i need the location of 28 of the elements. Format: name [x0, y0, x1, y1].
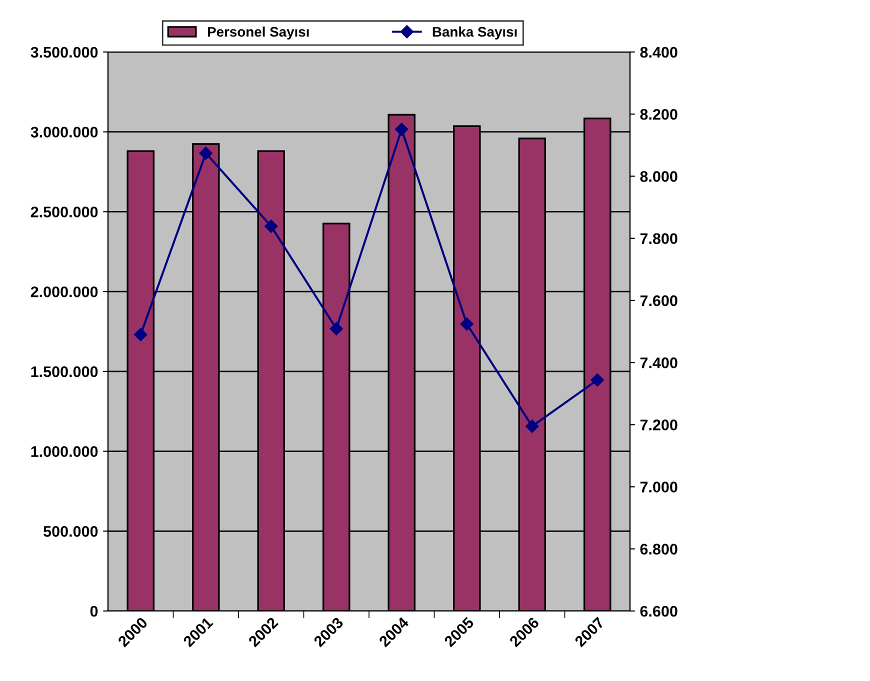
point: [395, 122, 408, 136]
y-tick-label: 2.000.000: [30, 286, 98, 298]
y-tick-label: 1.000.000: [31, 446, 98, 457]
y2-tick-label: 6.800: [640, 544, 678, 555]
y2-tick-label: 8.000: [640, 171, 678, 182]
y2-tick-label: 7.400: [640, 357, 678, 368]
y2-tick-label: 8.200: [640, 108, 678, 120]
point: [264, 220, 278, 233]
y-tick-label: 3.500.000: [30, 46, 98, 58]
y2-tick-label: 8.400: [640, 46, 678, 58]
y2-tick-label: 7.200: [640, 420, 678, 430]
legend-label: Personel Sayısı: [208, 26, 309, 40]
y2-tick-label: 7.600: [640, 295, 678, 306]
y2-tick-label: 7.800: [640, 233, 678, 244]
point: [134, 328, 148, 342]
y2-tick-label: 6.600: [640, 606, 678, 617]
y-tick-label: 500.000: [44, 526, 98, 537]
y-tick-label: 0: [90, 606, 98, 617]
point: [526, 420, 539, 433]
y-tick-label: 1.500.000: [31, 366, 98, 378]
point: [460, 317, 474, 331]
legend-label: Banka Sayısı: [432, 26, 517, 40]
y-tick-label: 3.000.000: [30, 126, 98, 138]
point: [330, 322, 343, 336]
point: [590, 373, 604, 387]
point: [199, 146, 212, 160]
y-tick-label: 2.500.000: [30, 206, 98, 218]
y2-tick-label: 7.000: [640, 482, 678, 492]
